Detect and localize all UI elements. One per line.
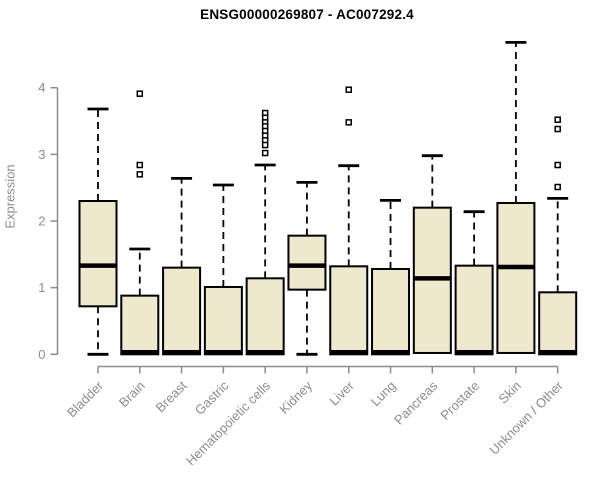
x-tick-label: Pancreas xyxy=(391,378,441,428)
boxplot-box xyxy=(120,294,160,356)
outlier-point xyxy=(554,116,561,123)
chart-title: ENSG00000269807 - AC007292.4 xyxy=(200,7,414,22)
boxplot-box xyxy=(203,285,243,356)
boxplot-box xyxy=(454,264,494,356)
y-tick-label: 3 xyxy=(38,147,45,162)
x-tick-label: Bladder xyxy=(64,378,107,421)
boxplot-box xyxy=(287,234,327,291)
x-tick-label: Brain xyxy=(116,378,148,410)
boxplot-box xyxy=(245,277,285,356)
y-tick-label: 1 xyxy=(38,280,45,295)
y-tick-label: 4 xyxy=(38,80,45,95)
x-tick-label: Breast xyxy=(153,378,190,415)
boxplot-box xyxy=(496,202,536,354)
x-tick-label: Prostate xyxy=(437,378,482,423)
outlier-point xyxy=(345,119,352,126)
outlier-point xyxy=(261,141,269,149)
boxplot-box xyxy=(538,291,578,356)
y-tick-label: 0 xyxy=(38,347,45,362)
outlier-point xyxy=(136,171,144,178)
x-tick-label: Kidney xyxy=(276,378,315,417)
outlier-point xyxy=(554,125,561,133)
outlier-point xyxy=(136,161,144,169)
x-tick-label: Skin xyxy=(496,378,524,406)
boxplot-box xyxy=(78,200,118,308)
y-tick-label: 2 xyxy=(38,214,45,229)
outlier-point xyxy=(345,86,352,93)
outlier-point xyxy=(554,161,561,169)
outlier-point xyxy=(261,149,269,157)
x-tick-label: Unknown / Other xyxy=(486,378,566,458)
x-tick-label: Gastric xyxy=(192,378,232,418)
boxplot-box xyxy=(162,266,202,356)
outlier-point xyxy=(554,183,561,191)
x-tick-label: Lung xyxy=(368,378,399,409)
x-tick-label: Liver xyxy=(326,378,357,409)
boxplot-box xyxy=(329,265,369,356)
boxplot-box xyxy=(371,267,411,356)
outlier-point xyxy=(136,90,144,97)
